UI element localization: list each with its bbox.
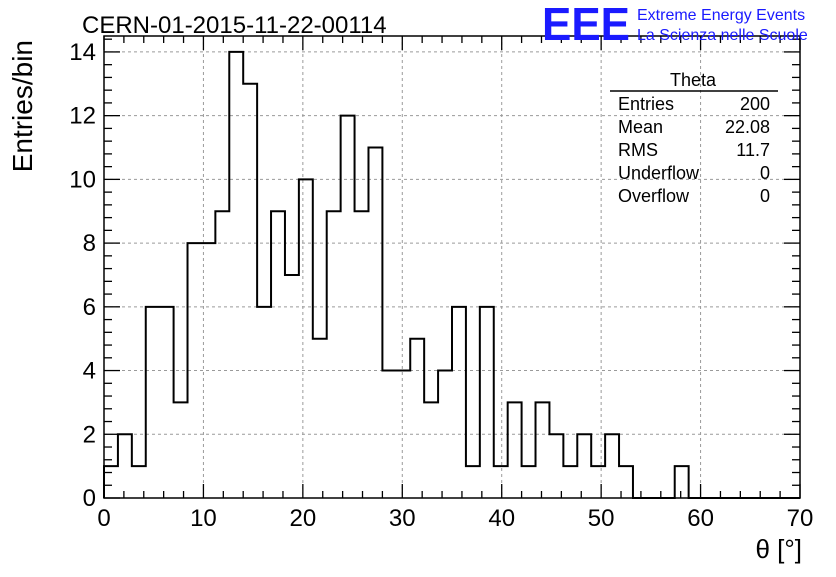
logo-line-2: La Scienza nelle Scuole [637,27,808,44]
stats-label: Underflow [618,163,700,183]
x-tick-label: 40 [488,505,515,532]
stats-label: Entries [618,94,674,114]
x-tick-label: 30 [389,505,416,532]
stats-label: RMS [618,140,658,160]
histogram-step-line [103,50,800,499]
y-axis-label: Entries/bin [7,40,38,172]
x-tick-label: 0 [97,505,110,532]
grid-lines [104,36,800,498]
y-tick-label: 4 [83,358,96,385]
x-tick-label: 50 [588,505,615,532]
axis-ticks [103,36,801,499]
run-title: CERN-01-2015-11-22-00114 [82,12,387,39]
stats-value: 11.7 [736,140,770,160]
y-tick-label: 12 [69,103,96,130]
y-tick-label: 6 [83,294,96,321]
plot-frame [103,35,801,499]
logo-line-1: Extreme Energy Events [637,7,805,24]
stats-value: 22.08 [725,117,770,137]
tick-labels: 0 10 20 30 40 50 60 70 0 2 4 6 8 10 12 14 [69,39,813,532]
stats-label: Overflow [618,186,690,206]
x-tick-label: 60 [687,505,714,532]
y-tick-label: 0 [83,485,96,512]
y-tick-label: 2 [83,421,96,448]
stats-title: Theta [670,70,717,90]
stats-label: Mean [618,117,663,137]
eee-logo: EEE [542,0,630,50]
x-tick-label: 20 [290,505,317,532]
stats-box: Theta Entries 200 Mean 22.08 RMS 11.7 Underflo… [610,70,778,206]
y-tick-label: 8 [83,230,96,257]
x-tick-label: 70 [787,505,814,532]
y-tick-label: 10 [69,166,96,193]
x-tick-label: 10 [190,505,217,532]
stats-value: 0 [760,186,770,206]
x-axis-label: θ [°] [755,534,802,564]
y-tick-label: 14 [69,39,96,66]
stats-value: 200 [740,94,770,114]
stats-value: 0 [760,163,770,183]
